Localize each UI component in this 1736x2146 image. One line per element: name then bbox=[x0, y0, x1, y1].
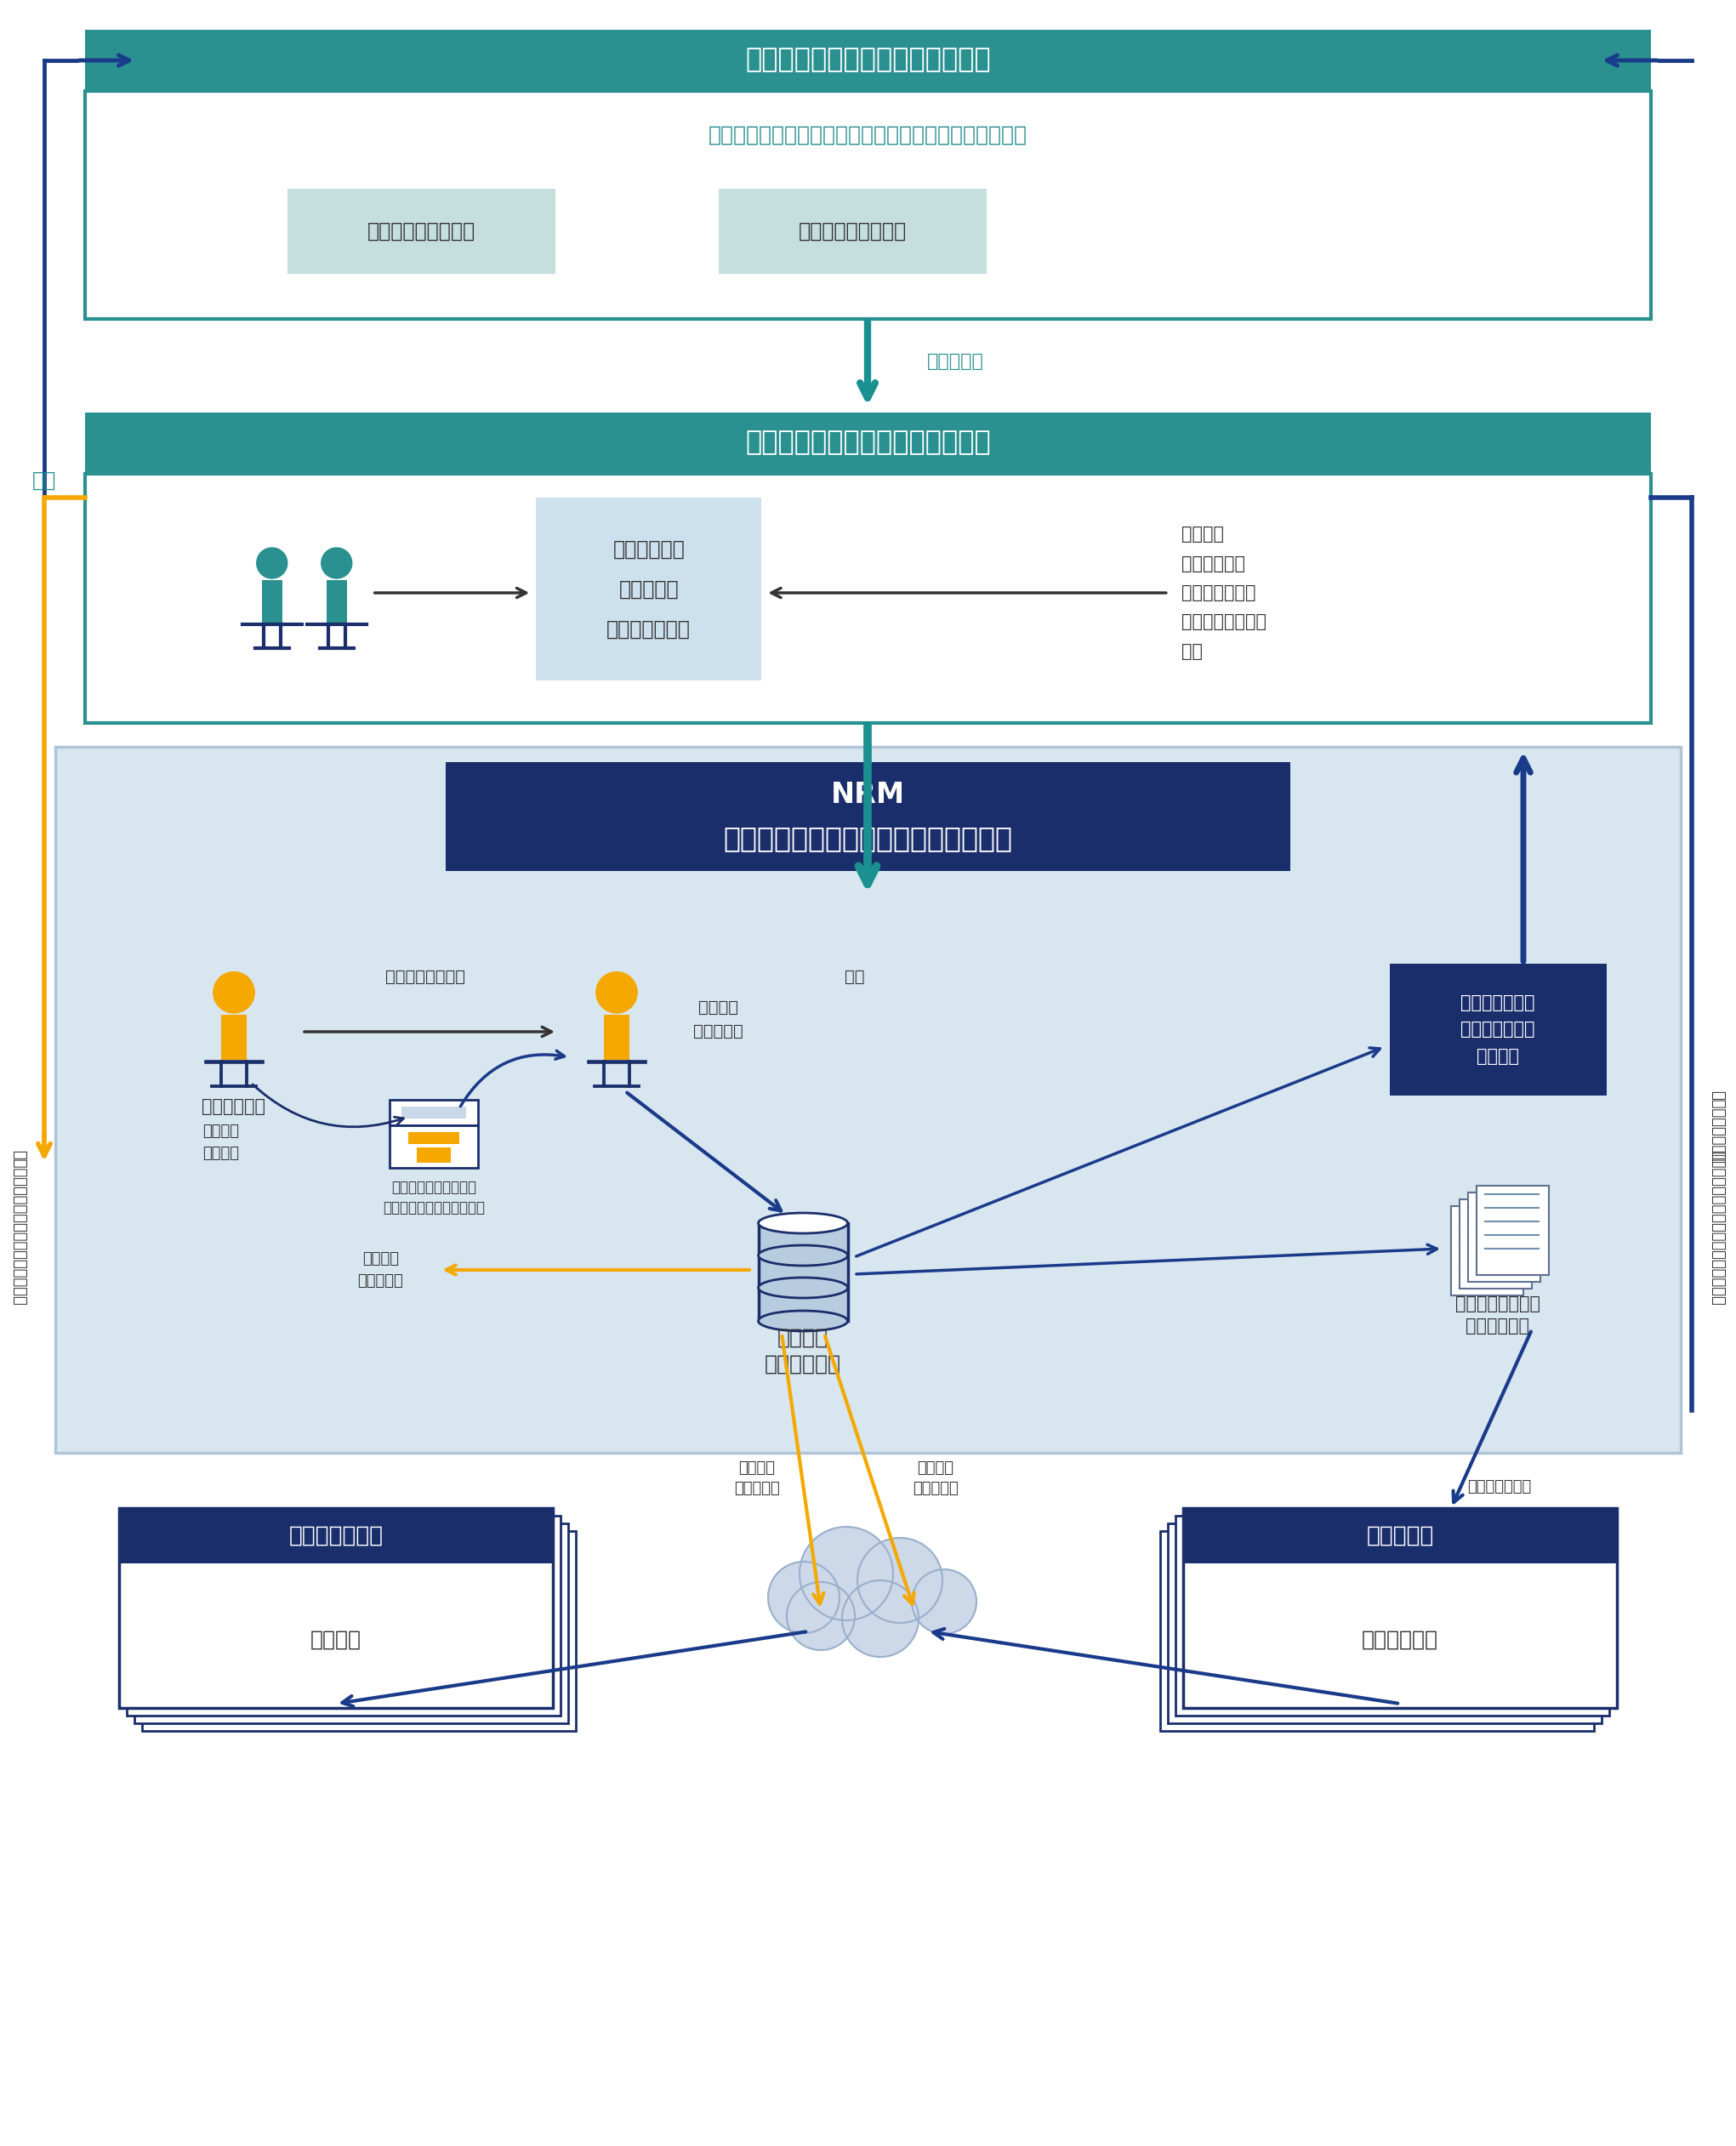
Text: 研究・開発データ類: 研究・開発データ類 bbox=[368, 221, 476, 242]
Text: プロジェクト対応サテライトオフィス: プロジェクト対応サテライトオフィス bbox=[724, 824, 1012, 852]
Circle shape bbox=[842, 1579, 918, 1657]
Bar bbox=[417, 1148, 451, 1163]
Text: 関係他部署: 関係他部署 bbox=[1366, 1526, 1434, 1547]
Text: 計画策定
技術資料策定
評価・分析業務
審査会・業務報告
等々: 計画策定 技術資料策定 評価・分析業務 審査会・業務報告 等々 bbox=[1180, 526, 1266, 659]
Bar bbox=[120, 1509, 552, 1562]
Bar bbox=[56, 747, 1680, 1453]
Bar bbox=[604, 1015, 630, 1060]
Bar bbox=[262, 579, 283, 622]
Bar bbox=[1460, 1200, 1531, 1288]
Text: 保存管理区分
キーワード
配布先指定　等: 保存管理区分 キーワード 配布先指定 等 bbox=[606, 539, 691, 640]
Bar bbox=[536, 498, 762, 680]
Text: 研究開発に係る
図面・文書類の
提出依頼: 研究開発に係る 図面・文書類の 提出依頼 bbox=[1460, 994, 1535, 1064]
Ellipse shape bbox=[759, 1245, 847, 1266]
Text: プロジェクト（研究・開発部署）: プロジェクト（研究・開発部署） bbox=[745, 429, 991, 457]
Text: 技術者等: 技術者等 bbox=[311, 1629, 361, 1650]
Bar bbox=[288, 189, 556, 275]
Text: NRM: NRM bbox=[832, 781, 904, 809]
Bar bbox=[1451, 1206, 1524, 1296]
Text: 配布通知
配布・閲覧: 配布通知 配布・閲覧 bbox=[734, 1459, 779, 1496]
Bar bbox=[85, 412, 1651, 723]
Bar bbox=[1469, 1193, 1540, 1281]
Bar bbox=[142, 1530, 576, 1732]
Text: 研究開発情報・データ類の提出・送付: 研究開発情報・データ類の提出・送付 bbox=[1710, 1150, 1726, 1305]
Bar bbox=[326, 579, 347, 622]
Bar bbox=[1389, 964, 1606, 1097]
Bar bbox=[1175, 1515, 1609, 1715]
Bar bbox=[85, 30, 1651, 90]
Bar bbox=[1168, 1524, 1602, 1723]
Bar bbox=[719, 189, 986, 275]
Circle shape bbox=[800, 1526, 892, 1620]
Circle shape bbox=[911, 1569, 976, 1633]
Text: 紙図面・文書の電子化
（現性保管不要な紙文書）: 紙図面・文書の電子化 （現性保管不要な紙文書） bbox=[382, 1180, 484, 1217]
Circle shape bbox=[595, 972, 637, 1013]
Bar bbox=[1184, 1509, 1616, 1708]
Bar bbox=[1184, 1509, 1616, 1562]
Circle shape bbox=[321, 547, 352, 579]
Bar bbox=[408, 1133, 460, 1144]
Text: 提出: 提出 bbox=[33, 470, 56, 491]
Bar bbox=[85, 30, 1651, 320]
Bar bbox=[85, 474, 1651, 723]
Bar bbox=[401, 1107, 465, 1118]
Bar bbox=[389, 1099, 477, 1125]
Bar bbox=[1160, 1530, 1594, 1732]
Circle shape bbox=[767, 1562, 840, 1633]
Bar bbox=[446, 762, 1290, 871]
Bar bbox=[120, 1509, 552, 1708]
Text: 研究・開発関係部署　関係企業等: 研究・開発関係部署 関係企業等 bbox=[745, 47, 991, 73]
Text: システム
登録・廃棄: システム 登録・廃棄 bbox=[693, 1000, 743, 1039]
Bar bbox=[1477, 1187, 1549, 1275]
Ellipse shape bbox=[759, 1212, 847, 1234]
Text: 配布通知
配布・閲覧: 配布通知 配布・閲覧 bbox=[913, 1459, 958, 1496]
Text: 登録: 登録 bbox=[845, 968, 865, 985]
Text: 受入チェック: 受入チェック bbox=[201, 1099, 266, 1116]
Circle shape bbox=[257, 547, 286, 579]
Text: 電子図面・文書類: 電子図面・文書類 bbox=[385, 968, 465, 985]
Text: 関係開発者等: 関係開発者等 bbox=[1361, 1629, 1439, 1650]
Ellipse shape bbox=[759, 1277, 847, 1298]
Circle shape bbox=[214, 972, 255, 1013]
Circle shape bbox=[858, 1539, 943, 1622]
Text: 研究開発情報・データ類の提出・送付: 研究開発情報・データ類の提出・送付 bbox=[10, 1150, 26, 1305]
Bar bbox=[127, 1515, 561, 1715]
Bar bbox=[134, 1524, 568, 1723]
Text: 取り出し・お届け: 取り出し・お届け bbox=[1710, 1090, 1726, 1163]
Bar bbox=[759, 1223, 847, 1322]
Text: 紙図面・
紙文書類: 紙図面・ 紙文書類 bbox=[203, 1125, 240, 1161]
Circle shape bbox=[786, 1582, 854, 1650]
Text: 技術情報
管理システム: 技術情報 管理システム bbox=[764, 1326, 842, 1373]
Text: 紙情報類の送付: 紙情報類の送付 bbox=[1467, 1479, 1531, 1494]
Bar bbox=[85, 412, 1651, 474]
Ellipse shape bbox=[759, 1311, 847, 1331]
Text: 研究開発関連資料類: 研究開発関連資料類 bbox=[799, 221, 906, 242]
Text: プロジェクトの研究・開発に係る設計情報＆技術情報等: プロジェクトの研究・開発に係る設計情報＆技術情報等 bbox=[708, 124, 1028, 146]
Text: 紙図面・電子媒体
文書集中保管: 紙図面・電子媒体 文書集中保管 bbox=[1455, 1296, 1540, 1335]
Text: 配布通知
配布・閲覧: 配布通知 配布・閲覧 bbox=[358, 1251, 403, 1288]
Bar bbox=[389, 1125, 477, 1167]
Text: 提出・送付: 提出・送付 bbox=[927, 352, 984, 369]
Bar bbox=[85, 90, 1651, 320]
Text: 関係企業設計者: 関係企業設計者 bbox=[288, 1526, 384, 1547]
Bar bbox=[220, 1015, 247, 1060]
